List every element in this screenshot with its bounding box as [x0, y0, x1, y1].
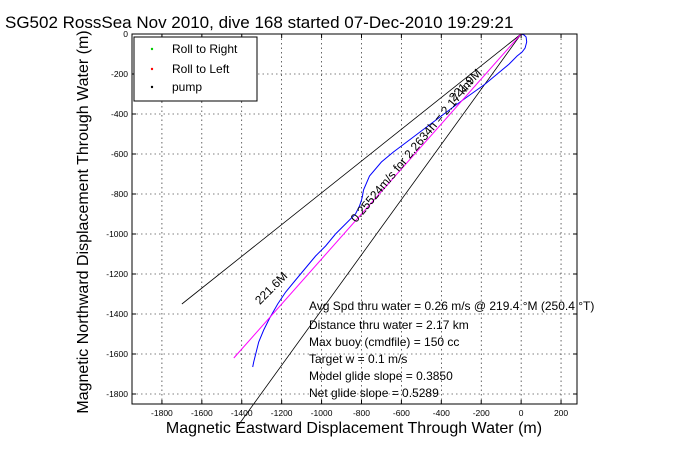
legend-marker-roll-left: [150, 67, 154, 71]
y-axis-label: Magnetic Northward Displacement Through …: [75, 30, 92, 413]
legend-box: [133, 36, 258, 102]
legend: Roll to Right Roll to Left pump: [133, 36, 258, 102]
y-tick-label: -1600: [106, 349, 128, 359]
grid-layer: [132, 33, 577, 404]
stat-max-buoy: Max buoy (cmdfile) = 150 cc: [309, 335, 459, 349]
x-tick-label: 200: [554, 408, 568, 418]
legend-label-pump: pump: [172, 80, 202, 94]
line-label-speed-distance: 0.25524m/s for 2.2634h = 2.17 km: [348, 76, 476, 225]
y-tick-label: -1000: [106, 229, 128, 239]
line-labels: 221.9M 221.6M 0.25524m/s for 2.2634h = 2…: [252, 66, 484, 307]
tick-layer: -1800 -1600 -1400 -1200 -1000 -800 -600 -400 -20…: [106, 29, 577, 418]
x-tick-label: 0: [519, 408, 524, 418]
legend-marker-pump: [150, 85, 154, 89]
y-tick-label: -200: [111, 69, 128, 79]
series-line-track: [252, 33, 528, 368]
legend-marker-roll-right: [150, 47, 154, 51]
legend-item-roll-right: Roll to Right: [150, 42, 238, 56]
y-tick-label: -600: [111, 149, 128, 159]
legend-item-roll-left: Roll to Left: [150, 62, 230, 76]
y-tick-label: -1800: [106, 389, 128, 399]
y-tick-label: -1400: [106, 309, 128, 319]
stat-distance: Distance thru water = 2.17 km: [309, 318, 469, 332]
x-tick-label: -400: [433, 408, 450, 418]
x-tick-label: -200: [473, 408, 490, 418]
y-tick-label: -400: [111, 109, 128, 119]
series-line-heading: [233, 33, 522, 359]
reference-line: [181, 33, 522, 305]
stat-target-w: Target w = 0.1 m/s: [309, 352, 407, 366]
legend-label-roll-right: Roll to Right: [172, 42, 238, 56]
y-tick-label: 0: [123, 29, 128, 39]
reference-lines: [181, 33, 522, 427]
series-layer: [233, 33, 528, 368]
y-tick-label: -1200: [106, 269, 128, 279]
x-tick-label: -800: [353, 408, 370, 418]
x-axis-label: Magnetic Eastward Displacement Through W…: [166, 420, 542, 437]
stat-net-glide-slope: Net glide slope = 0.5289: [309, 386, 439, 400]
x-tick-label: -1400: [231, 408, 253, 418]
legend-label-roll-left: Roll to Left: [172, 62, 230, 76]
line-label-221-6: 221.6M: [252, 269, 290, 307]
plot-frame: [131, 33, 578, 405]
x-tick-label: -600: [393, 408, 410, 418]
chart-title: SG502 RossSea Nov 2010, dive 168 started…: [5, 13, 513, 32]
reference-line: [237, 33, 522, 427]
x-tick-label: -1800: [151, 408, 173, 418]
x-tick-label: -1000: [311, 408, 333, 418]
stat-avg-speed: Avg Spd thru water = 0.26 m/s @ 219.4 °M…: [309, 299, 594, 313]
y-tick-label: -800: [111, 189, 128, 199]
legend-item-pump: pump: [150, 80, 202, 94]
stat-model-glide-slope: Model glide slope = 0.3850: [309, 369, 453, 383]
stats-block: Avg Spd thru water = 0.26 m/s @ 219.4 °M…: [309, 299, 594, 400]
x-tick-label: -1600: [191, 408, 213, 418]
x-tick-label: -1200: [271, 408, 293, 418]
